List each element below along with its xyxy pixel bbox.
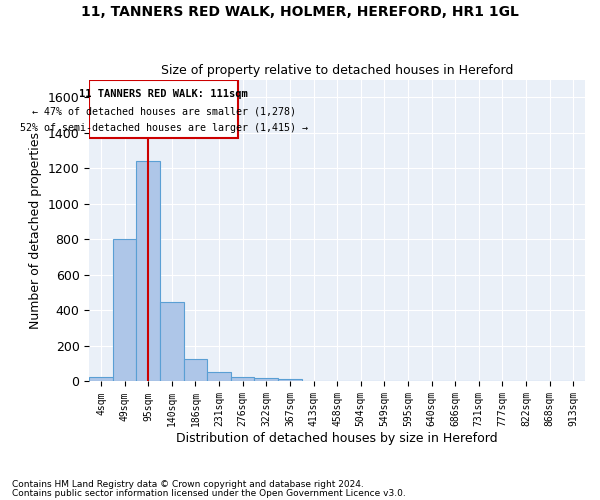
Text: ← 47% of detached houses are smaller (1,278): ← 47% of detached houses are smaller (1,…: [32, 106, 296, 116]
X-axis label: Distribution of detached houses by size in Hereford: Distribution of detached houses by size …: [176, 432, 498, 445]
Bar: [184, 360, 207, 382]
Text: Contains HM Land Registry data © Crown copyright and database right 2024.: Contains HM Land Registry data © Crown c…: [12, 480, 364, 489]
Y-axis label: Number of detached properties: Number of detached properties: [29, 132, 42, 329]
Bar: [278, 380, 302, 382]
Bar: [113, 240, 136, 382]
Text: 52% of semi-detached houses are larger (1,415) →: 52% of semi-detached houses are larger (…: [20, 122, 308, 132]
Text: Contains public sector information licensed under the Open Government Licence v3: Contains public sector information licen…: [12, 489, 406, 498]
FancyBboxPatch shape: [89, 80, 238, 138]
Title: Size of property relative to detached houses in Hereford: Size of property relative to detached ho…: [161, 64, 514, 77]
Bar: [231, 377, 254, 382]
Text: 11, TANNERS RED WALK, HOLMER, HEREFORD, HR1 1GL: 11, TANNERS RED WALK, HOLMER, HEREFORD, …: [81, 5, 519, 19]
Bar: [136, 162, 160, 382]
Text: 11 TANNERS RED WALK: 111sqm: 11 TANNERS RED WALK: 111sqm: [79, 89, 248, 99]
Bar: [89, 377, 113, 382]
Bar: [160, 302, 184, 382]
Bar: [207, 372, 231, 382]
Bar: [254, 378, 278, 382]
